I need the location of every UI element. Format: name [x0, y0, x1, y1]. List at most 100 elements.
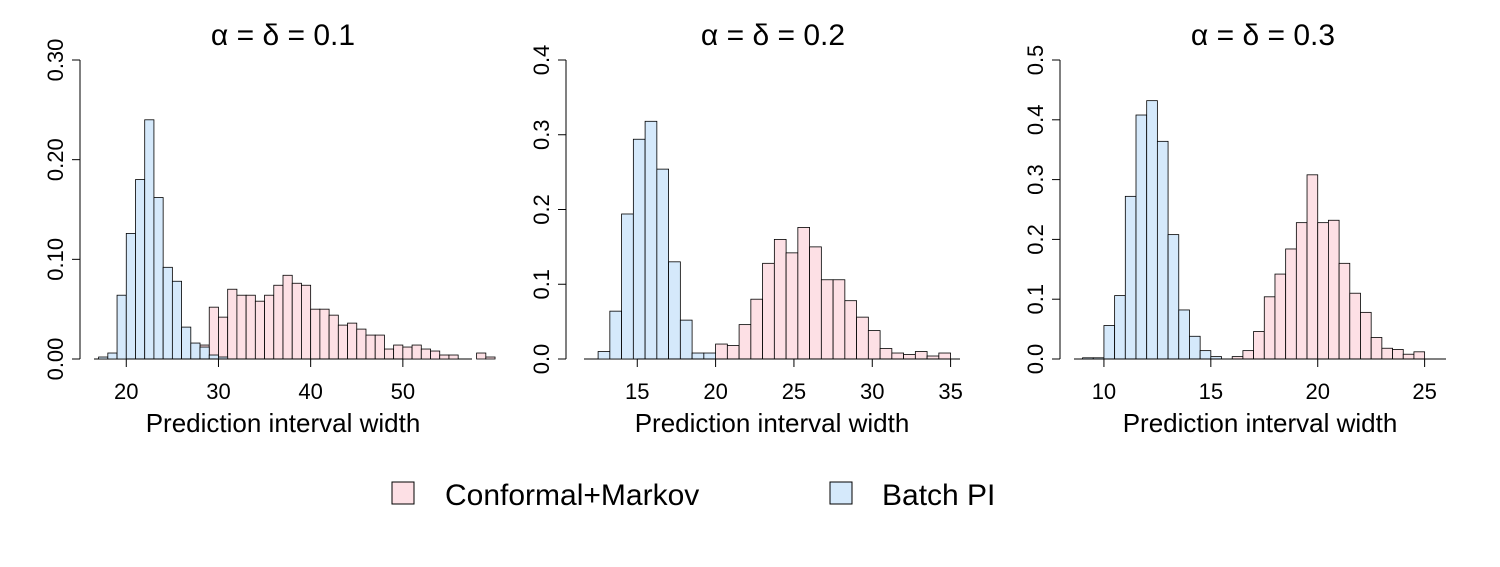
bar-conformal-markov	[374, 334, 385, 360]
bar-conformal-markov	[476, 352, 487, 360]
bar-conformal-markov	[439, 354, 450, 360]
panel-title: α = δ = 0.2	[701, 19, 845, 52]
y-axis: 0.0 0.1 0.2 0.3 0.4 0.5	[1023, 45, 1061, 374]
bar-batch-pi	[1156, 140, 1169, 360]
bar-conformal-markov	[310, 308, 321, 360]
bar-conformal-markov	[1295, 222, 1308, 360]
bar-conformal-markov	[832, 279, 846, 360]
y-tick-label: 0.2	[529, 194, 554, 225]
bar-conformal-markov	[1274, 273, 1287, 360]
bar-batch-pi	[1092, 357, 1105, 360]
bar-batch-pi	[1103, 325, 1116, 360]
panel-title: α = δ = 0.3	[1191, 19, 1335, 52]
legend-label-batch-pi: Batch PI	[882, 479, 995, 512]
panels: α = δ = 0.1 20 30 40 50 Prediction interval w…	[43, 19, 1446, 438]
x-axis: 20 30 40 50	[114, 358, 415, 404]
y-tick-label: 0.3	[529, 119, 554, 150]
bar-batch-pi	[181, 326, 192, 360]
panel-2: α = δ = 0.2 15 20 25 30 35 Prediction interval…	[529, 19, 963, 438]
bar-batch-pi	[1199, 350, 1212, 360]
bar-batch-pi	[107, 352, 118, 360]
x-tick-label: 50	[391, 379, 415, 404]
y-axis: 0.0 0.1 0.2 0.3 0.4	[529, 45, 567, 375]
y-tick-label: 0.0	[529, 344, 554, 375]
bar-conformal-markov	[245, 294, 256, 360]
x-axis: 10 15 20 25	[1092, 358, 1437, 404]
y-tick-label: 0.1	[529, 269, 554, 300]
legend-label-conformal-markov: Conformal+Markov	[445, 479, 699, 512]
bar-conformal-markov	[856, 316, 869, 360]
panel-title: α = δ = 0.1	[211, 19, 355, 52]
bar-batch-pi	[1124, 195, 1137, 360]
bar-batch-pi	[632, 138, 646, 360]
panel-1: α = δ = 0.1 20 30 40 50 Prediction interval w…	[43, 19, 496, 438]
bar-conformal-markov	[938, 352, 951, 360]
bar-conformal-markov	[914, 351, 928, 360]
x-tick-label: 10	[1092, 379, 1116, 404]
bar-conformal-markov	[254, 300, 265, 360]
x-axis-title: Prediction interval width	[635, 408, 910, 438]
bar-conformal-markov	[402, 346, 413, 360]
bar-batch-pi	[199, 346, 210, 360]
bar-batch-pi	[691, 352, 705, 360]
bar-conformal-markov	[726, 345, 740, 360]
bar-conformal-markov	[797, 227, 810, 360]
bar-batch-pi	[1114, 295, 1126, 360]
y-tick-label: 0.5	[1023, 45, 1048, 76]
bar-conformal-markov	[291, 282, 302, 360]
bar-conformal-markov	[891, 352, 904, 360]
bar-conformal-markov	[1402, 353, 1415, 360]
bar-conformal-markov	[738, 324, 752, 360]
y-tick-label: 0.1	[1023, 284, 1048, 315]
bar-conformal-markov	[1253, 331, 1265, 360]
bar-batch-pi	[135, 179, 146, 360]
bar-conformal-markov	[393, 344, 404, 360]
legend-swatch-batch-pi	[829, 481, 853, 505]
y-tick-label: 0.00	[43, 338, 68, 381]
bar-conformal-markov	[1338, 262, 1351, 360]
x-tick-label: 25	[1412, 379, 1436, 404]
bar-batch-pi	[1167, 234, 1180, 360]
bar-batch-pi	[98, 356, 109, 360]
bar-conformal-markov	[1370, 337, 1383, 360]
bar-batch-pi	[116, 294, 127, 360]
bar-batch-pi	[679, 319, 693, 360]
bar-conformal-markov	[903, 354, 916, 360]
x-axis: 15 20 25 30 35	[625, 358, 963, 404]
bar-batch-pi	[1178, 309, 1190, 360]
x-tick-label: 20	[1305, 379, 1329, 404]
bar-conformal-markov	[264, 294, 275, 360]
bar-conformal-markov	[236, 294, 247, 360]
bar-conformal-markov	[1242, 350, 1254, 360]
bar-conformal-markov	[301, 284, 312, 360]
bar-batch-pi	[1082, 357, 1094, 360]
x-tick-label: 15	[1199, 379, 1223, 404]
bar-batch-pi	[162, 266, 173, 360]
x-tick-label: 20	[114, 379, 138, 404]
y-tick-label: 0.4	[1023, 105, 1048, 136]
bar-conformal-markov	[785, 252, 799, 360]
bar-batch-pi	[144, 119, 155, 360]
x-tick-label: 30	[860, 379, 884, 404]
x-tick-label: 35	[938, 379, 962, 404]
bar-conformal-markov	[384, 348, 395, 360]
bar-conformal-markov	[1328, 219, 1340, 360]
y-tick-label: 0.20	[43, 138, 68, 181]
bar-conformal-markov	[208, 306, 219, 360]
bar-batch-pi	[609, 310, 622, 360]
bar-batch-pi	[656, 168, 669, 360]
y-tick-label: 0.30	[43, 39, 68, 82]
bar-conformal-markov	[1317, 222, 1329, 360]
legend-swatch-conformal-markov	[391, 481, 415, 505]
x-tick-label: 40	[298, 379, 322, 404]
bar-conformal-markov	[879, 348, 893, 360]
bar-conformal-markov	[420, 348, 431, 360]
x-tick-label: 25	[782, 379, 806, 404]
panel-3: α = δ = 0.3 10 15 20 25 Prediction interval w…	[1023, 19, 1446, 438]
bar-batch-pi	[668, 261, 681, 360]
y-tick-label: 0.2	[1023, 224, 1048, 255]
x-axis-title: Prediction interval width	[146, 408, 421, 438]
x-tick-label: 15	[625, 379, 649, 404]
bar-conformal-markov	[809, 246, 822, 360]
bar-conformal-markov	[750, 298, 763, 360]
